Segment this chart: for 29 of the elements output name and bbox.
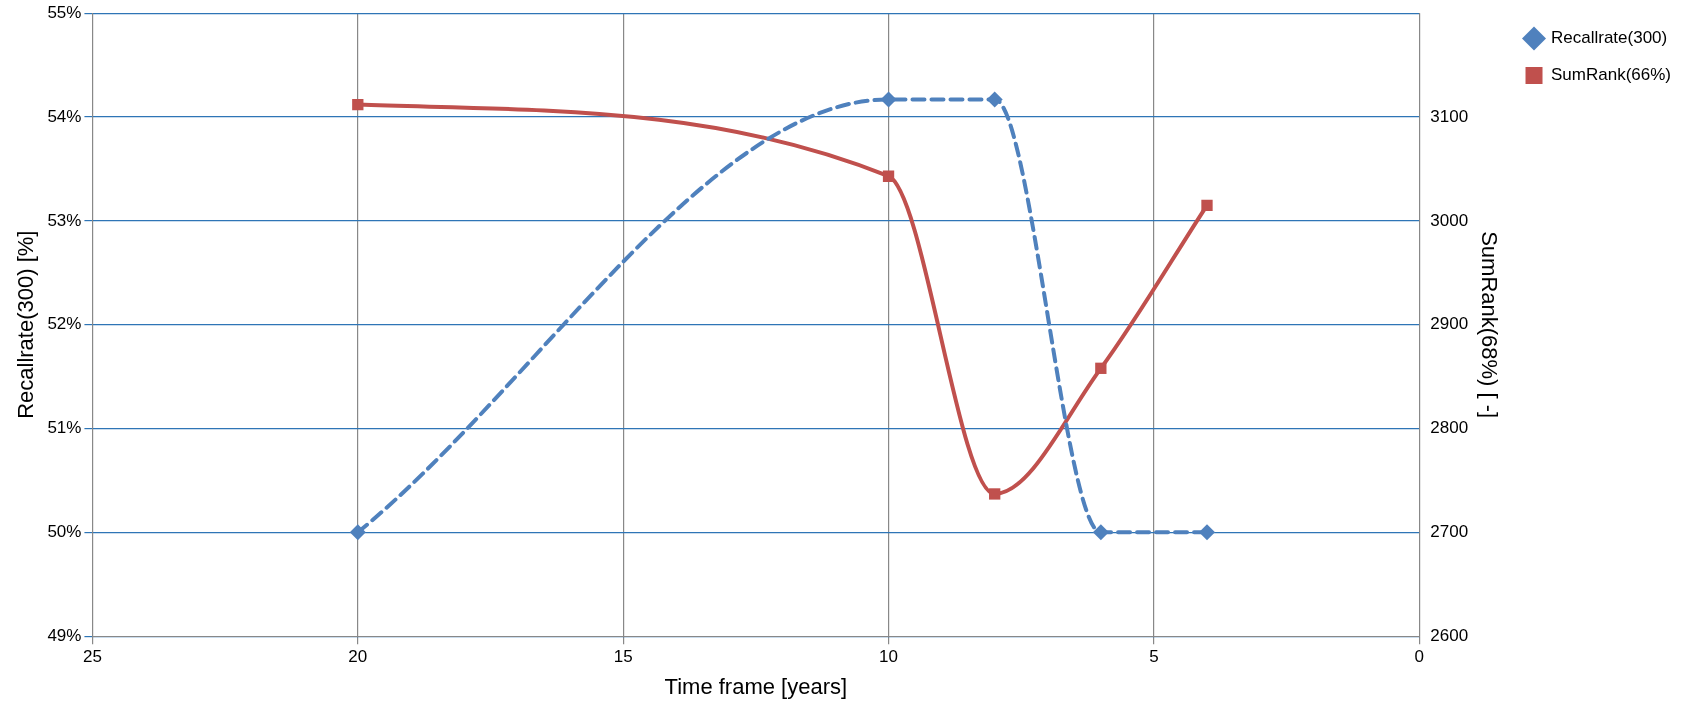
x-tick-label: 5 [1149,647,1159,667]
y-tick-label: 49% [47,625,82,645]
y-axis-title: Recallrate(300) [%] [13,230,39,419]
point [882,170,895,182]
x-tick-label: 0 [1414,647,1425,667]
y2-tick-label: 3100 [1430,106,1469,126]
y2-axis-title: SumRank(68%) [ -] [1477,231,1503,419]
y-tick-label: 51% [47,418,82,438]
y2-tick-label: 2800 [1430,418,1469,438]
y-tick-label: 55% [47,2,82,22]
y2-tick-label: 2700 [1430,522,1469,542]
x-axis-title: Time frame [years] [664,673,848,699]
point [1201,199,1213,211]
y2-tick-label: 2900 [1430,314,1469,334]
y2-tick-label: 2600 [1430,625,1469,645]
y-tick-label: 52% [47,314,82,334]
point [989,488,1001,500]
legend-label: Recallrate(300) [1551,28,1668,48]
x-tick-label: 15 [613,647,633,667]
point [352,98,364,111]
x-tick-label: 10 [879,647,899,667]
x-tick-label: 25 [82,647,102,667]
y2-tick-label: 3000 [1430,210,1469,230]
x-tick-label: 20 [348,647,368,667]
y-tick-label: 53% [47,210,82,230]
point [1095,362,1107,374]
y-tick-label: 50% [47,522,82,542]
legend-label: SumRank(66%) [1551,65,1672,85]
y-tick-label: 54% [47,106,82,126]
